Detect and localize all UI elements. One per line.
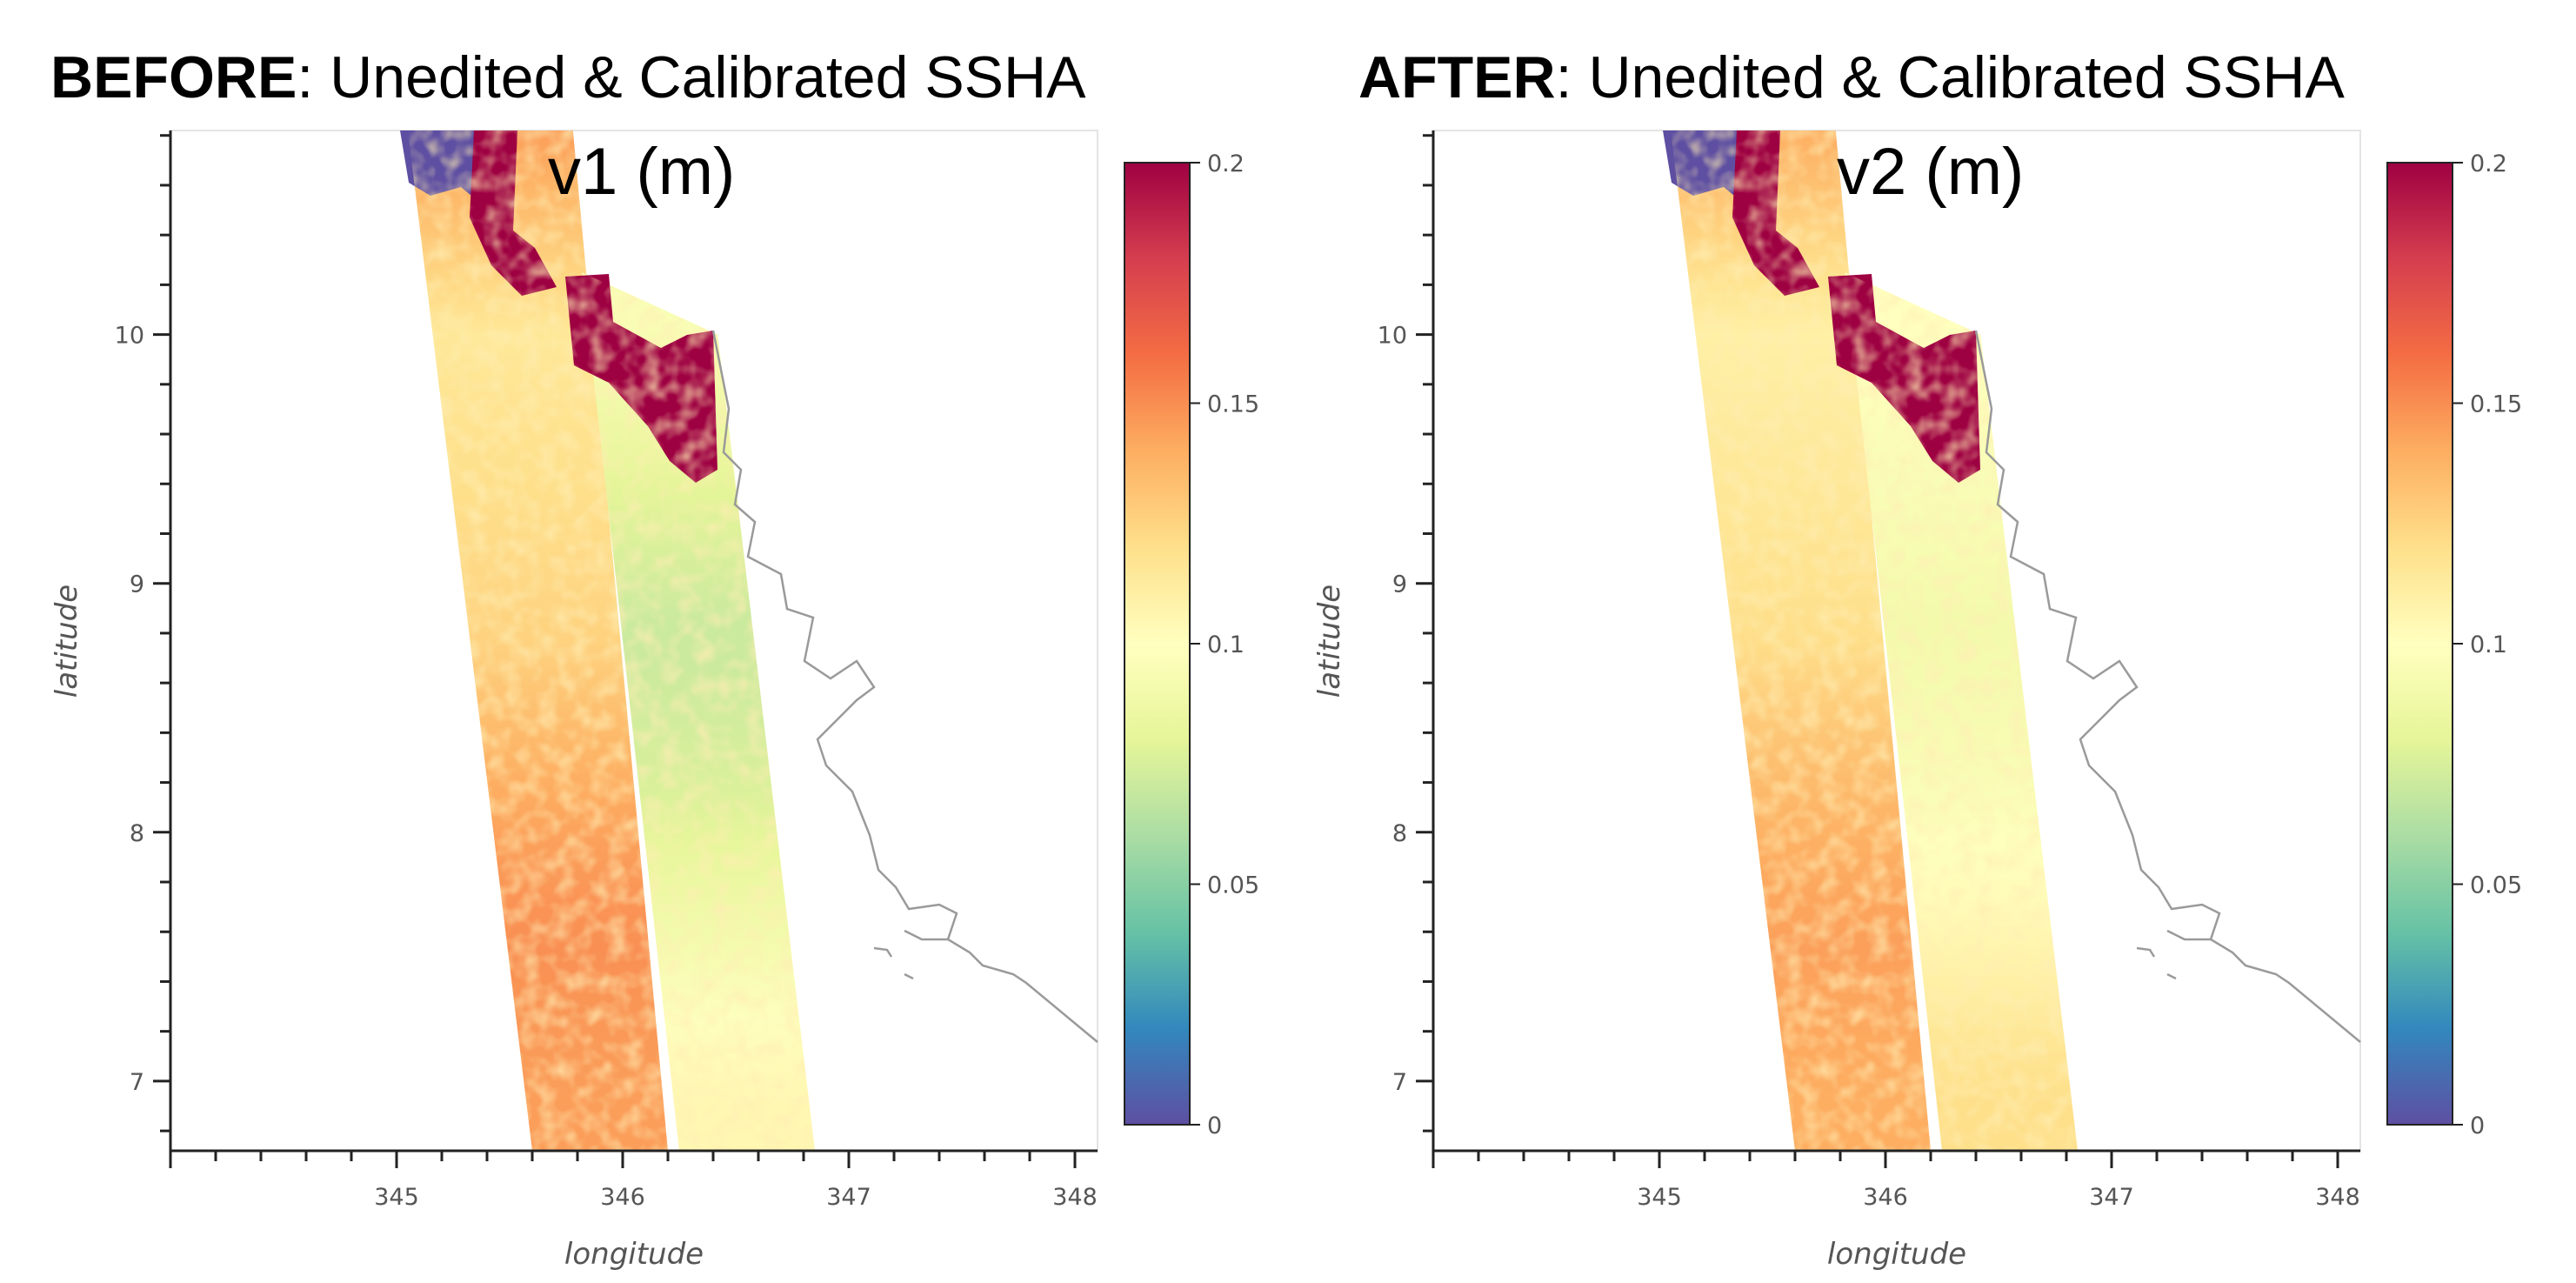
colorbar-tick-label: 0.1: [2470, 631, 2507, 658]
colorbar-tick-label: 0: [1207, 1113, 1222, 1139]
colorbar: 0 0.05 0.1 0.15 0.2: [1124, 150, 1259, 1139]
panel-title-rest: : Unedited & Calibrated SSHA: [297, 44, 1086, 110]
colorbar: 0 0.05 0.1 0.15 0.2: [2386, 150, 2522, 1139]
y-axis: 7 8 9 10 latitude: [50, 130, 172, 1151]
panel-title-bold: BEFORE: [50, 44, 297, 110]
y-axis-title: latitude: [1312, 585, 1347, 698]
colorbar-tick-label: 0.1: [1207, 631, 1245, 658]
map-area: [1432, 130, 2361, 1152]
speckle-layer: [408, 130, 815, 1152]
y-tick-label: 10: [115, 323, 144, 350]
colorbar-tick-label: 0.2: [1207, 150, 1245, 177]
y-tick-label: 8: [1392, 820, 1407, 847]
colorbar-gradient: [1124, 162, 1191, 1126]
x-axis: 345 346 347 348 longitude: [169, 1149, 1098, 1272]
panel-after: AFTER: Unedited & Calibrated SSHA v2 (m)…: [1312, 44, 2522, 1272]
panel-title-before: BEFORE: Unedited & Calibrated SSHA: [50, 44, 1086, 110]
x-tick-label: 348: [1052, 1184, 1098, 1211]
panel-subtitle-before: v1 (m): [548, 135, 735, 209]
y-tick-label: 10: [1378, 323, 1407, 350]
x-tick-label: 345: [374, 1184, 419, 1211]
x-axis-title: longitude: [1827, 1237, 1966, 1272]
colorbar-tick-label: 0.15: [2470, 391, 2522, 418]
y-tick-label: 9: [1392, 571, 1407, 598]
colorbar-tick-label: 0.15: [1207, 391, 1259, 418]
x-tick-label: 345: [1637, 1184, 1682, 1211]
map-area: [170, 130, 1098, 1152]
x-tick-label: 347: [2089, 1184, 2134, 1211]
colorbar-tick-label: 0.2: [2470, 150, 2507, 177]
y-axis: 7 8 9 10 latitude: [1312, 130, 1435, 1151]
x-tick-label: 347: [826, 1184, 871, 1211]
y-tick-label: 7: [1392, 1069, 1407, 1096]
y-axis-title: latitude: [50, 585, 84, 698]
coastline: [1974, 330, 2361, 1043]
x-tick-label: 346: [600, 1184, 645, 1211]
y-tick-label: 9: [130, 571, 144, 598]
coastline-islands: [873, 946, 914, 980]
colorbar-ticks: 0 0.05 0.1 0.15 0.2: [1190, 150, 1259, 1139]
panel-title-after: AFTER: Unedited & Calibrated SSHA: [1358, 44, 2345, 110]
x-ticks: 345 346 347 348: [169, 1151, 1098, 1211]
swath-texture-west-swath: [1671, 130, 1931, 1151]
x-ticks: 345 346 347 348: [1431, 1151, 2360, 1211]
y-ticks: 7 8 9 10: [115, 134, 170, 1133]
colorbar-gradient: [2386, 162, 2453, 1126]
coastline-islands: [2136, 946, 2177, 980]
y-ticks: 7 8 9 10: [1378, 134, 1433, 1133]
y-tick-label: 7: [130, 1069, 144, 1096]
x-axis-title: longitude: [564, 1237, 704, 1272]
swath-texture-west-swath: [408, 130, 668, 1151]
x-tick-label: 346: [1863, 1184, 1908, 1211]
colorbar-tick-label: 0: [2470, 1113, 2485, 1139]
swath-texture-east-swath: [582, 272, 815, 1152]
colorbar-ticks: 0 0.05 0.1 0.15 0.2: [2453, 150, 2522, 1139]
x-tick-label: 348: [2315, 1184, 2360, 1211]
colorbar-tick-label: 0.05: [1207, 872, 1259, 899]
panel-before: BEFORE: Unedited & Calibrated SSHA v1 (m…: [50, 44, 1259, 1272]
panel-title-rest: : Unedited & Calibrated SSHA: [1556, 44, 2346, 110]
speckle-layer: [1671, 130, 2078, 1152]
coastline: [711, 330, 1098, 1043]
panel-title-bold: AFTER: [1358, 44, 1556, 110]
panel-subtitle-after: v2 (m): [1837, 135, 2024, 209]
x-axis: 345 346 347 348 longitude: [1431, 1149, 2360, 1272]
y-tick-label: 8: [130, 820, 144, 847]
colorbar-tick-label: 0.05: [2470, 872, 2522, 899]
swath-texture-east-swath: [1845, 272, 2078, 1152]
